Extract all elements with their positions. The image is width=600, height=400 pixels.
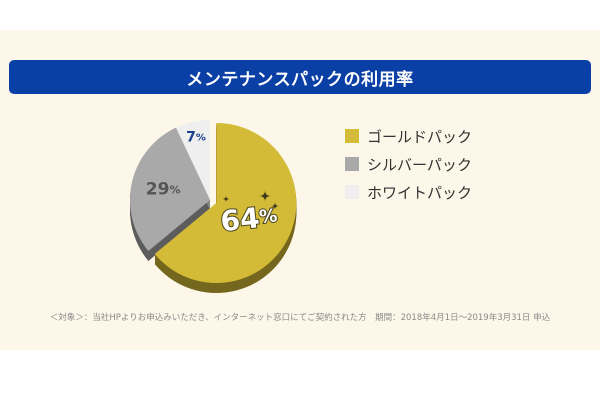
legend-item-silver: シルバーパック	[345, 150, 472, 178]
slice-label-gold: 64%	[219, 199, 279, 238]
pie-slice-gold	[154, 122, 297, 283]
footnote: ＜対象＞：当社HPよりお申込みいただき、インターネット窓口にてご契約された方 期…	[49, 313, 551, 323]
legend-item-gold: ゴールドパック	[345, 122, 472, 150]
pie-slice-silver	[130, 127, 210, 251]
sparkles	[222, 190, 279, 210]
title-banner: メンテナンスパックの利用率	[9, 60, 591, 94]
slice-label-silver: 29%	[146, 180, 181, 200]
legend-swatch-white	[345, 185, 359, 199]
chart-title: メンテナンスパックの利用率	[186, 69, 414, 90]
pie-labels: 64% 29% 7%	[146, 130, 280, 239]
sparkle-icon	[222, 195, 230, 203]
legend-label-white: ホワイトパック	[367, 183, 473, 202]
pie-slices	[130, 120, 297, 283]
pie-slice-white	[175, 120, 210, 200]
legend-label-silver: シルバーパック	[367, 155, 472, 174]
sparkle-icon	[271, 202, 279, 210]
sparkle-icon	[259, 190, 271, 202]
legend-label-gold: ゴールドパック	[367, 127, 473, 146]
legend-item-white: ホワイトパック	[345, 178, 472, 206]
legend: ゴールドパック シルバーパック ホワイトパック	[345, 122, 472, 206]
legend-swatch-gold	[345, 129, 359, 143]
slice-label-white: 7%	[186, 130, 206, 146]
legend-swatch-silver	[345, 157, 359, 171]
